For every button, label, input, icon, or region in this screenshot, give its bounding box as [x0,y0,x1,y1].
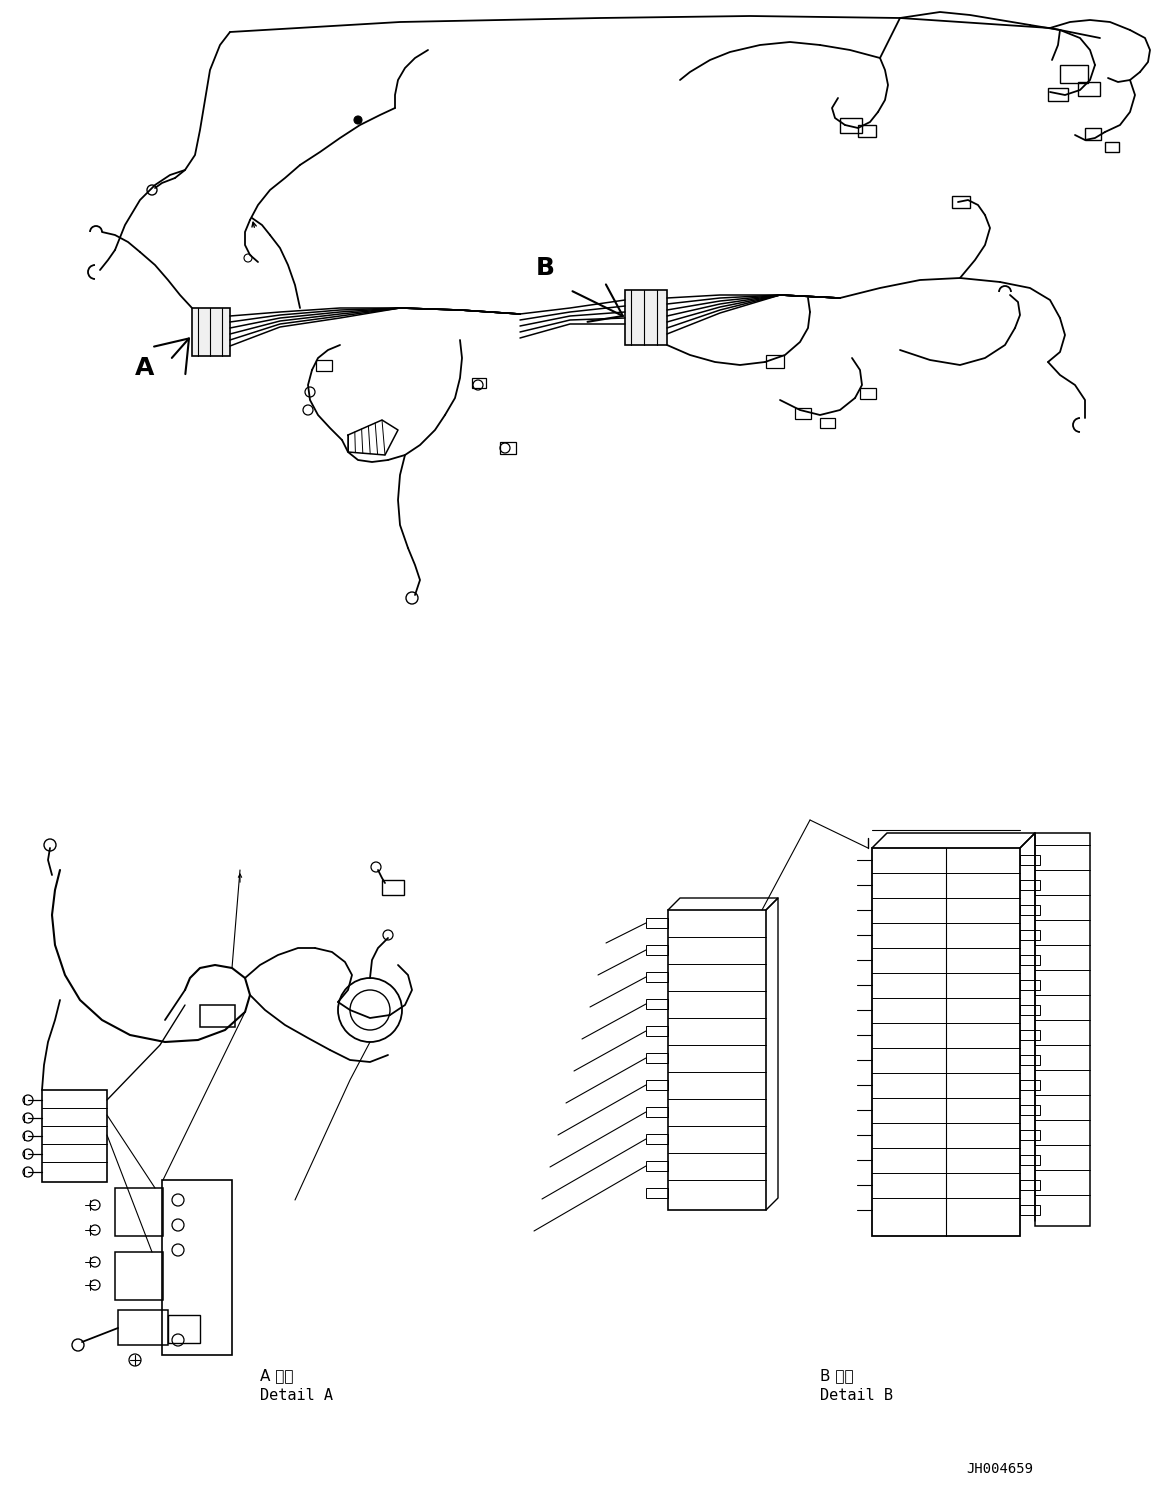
Circle shape [244,254,252,262]
Bar [645,1134,668,1144]
Text: Detail A: Detail A [261,1388,333,1403]
Bar [1020,1055,1040,1065]
Circle shape [406,592,418,604]
Bar [500,442,516,454]
Text: B 詳細: B 詳細 [820,1367,854,1382]
Circle shape [129,1354,141,1366]
Bar [1020,1205,1040,1216]
Bar [668,911,766,1210]
Bar [1085,128,1101,140]
Bar [766,356,784,368]
Bar [1078,82,1100,97]
Circle shape [72,1339,84,1351]
Bar [645,1080,668,1091]
Circle shape [371,862,381,872]
Circle shape [23,1167,33,1177]
Circle shape [172,1193,184,1205]
Bar [645,972,668,982]
Bar [1020,955,1040,966]
Bar [645,918,668,929]
Circle shape [500,443,511,452]
Bar [645,1107,668,1117]
Bar [1105,141,1119,152]
Bar [1020,981,1040,990]
Bar [42,1091,107,1181]
Bar [952,196,970,208]
Bar [1020,1129,1040,1140]
Text: B: B [535,256,555,280]
Circle shape [90,1257,100,1266]
Bar [381,879,404,894]
Circle shape [90,1199,100,1210]
Bar [645,945,668,955]
Circle shape [23,1113,33,1123]
Circle shape [44,839,56,851]
Circle shape [172,1219,184,1231]
Bar [200,1004,235,1027]
Text: JH004659: JH004659 [966,1463,1034,1476]
Bar [167,1315,200,1344]
Bar [858,125,876,137]
Circle shape [90,1280,100,1290]
Bar [316,360,331,371]
Circle shape [383,930,393,940]
Circle shape [304,405,313,415]
Circle shape [354,116,362,124]
Circle shape [338,978,402,1042]
Bar [1020,930,1040,940]
Bar [1020,905,1040,915]
Bar [1020,1004,1040,1015]
Circle shape [305,387,315,397]
Text: A: A [135,356,155,379]
Bar [1035,833,1090,1226]
Bar [1020,1106,1040,1115]
Circle shape [23,1149,33,1159]
Bar [1020,856,1040,865]
Bar [1020,1155,1040,1165]
Bar [1048,88,1068,101]
Bar [645,1161,668,1171]
Circle shape [172,1335,184,1347]
Circle shape [23,1095,33,1106]
Bar [472,378,486,388]
Circle shape [90,1225,100,1235]
Bar [1020,1030,1040,1040]
Bar [192,308,230,356]
Bar [859,388,876,399]
Bar [1059,65,1089,83]
Bar [1020,879,1040,890]
Bar [645,1187,668,1198]
Circle shape [23,1131,33,1141]
Circle shape [172,1244,184,1256]
Text: Detail B: Detail B [820,1388,893,1403]
Bar [645,1054,668,1062]
Text: A 詳細: A 詳細 [261,1367,293,1382]
Bar [645,998,668,1009]
Bar [840,118,862,132]
Circle shape [473,379,483,390]
Bar [872,848,1020,1237]
Bar [117,1309,167,1345]
Circle shape [350,990,390,1030]
Bar [1020,1180,1040,1190]
Circle shape [147,185,157,195]
Bar [795,408,811,420]
Bar [625,290,668,345]
Bar [115,1251,163,1301]
Bar [645,1027,668,1036]
Bar [115,1187,163,1237]
Bar [1020,1080,1040,1091]
Bar [162,1180,231,1356]
Bar [820,418,835,429]
